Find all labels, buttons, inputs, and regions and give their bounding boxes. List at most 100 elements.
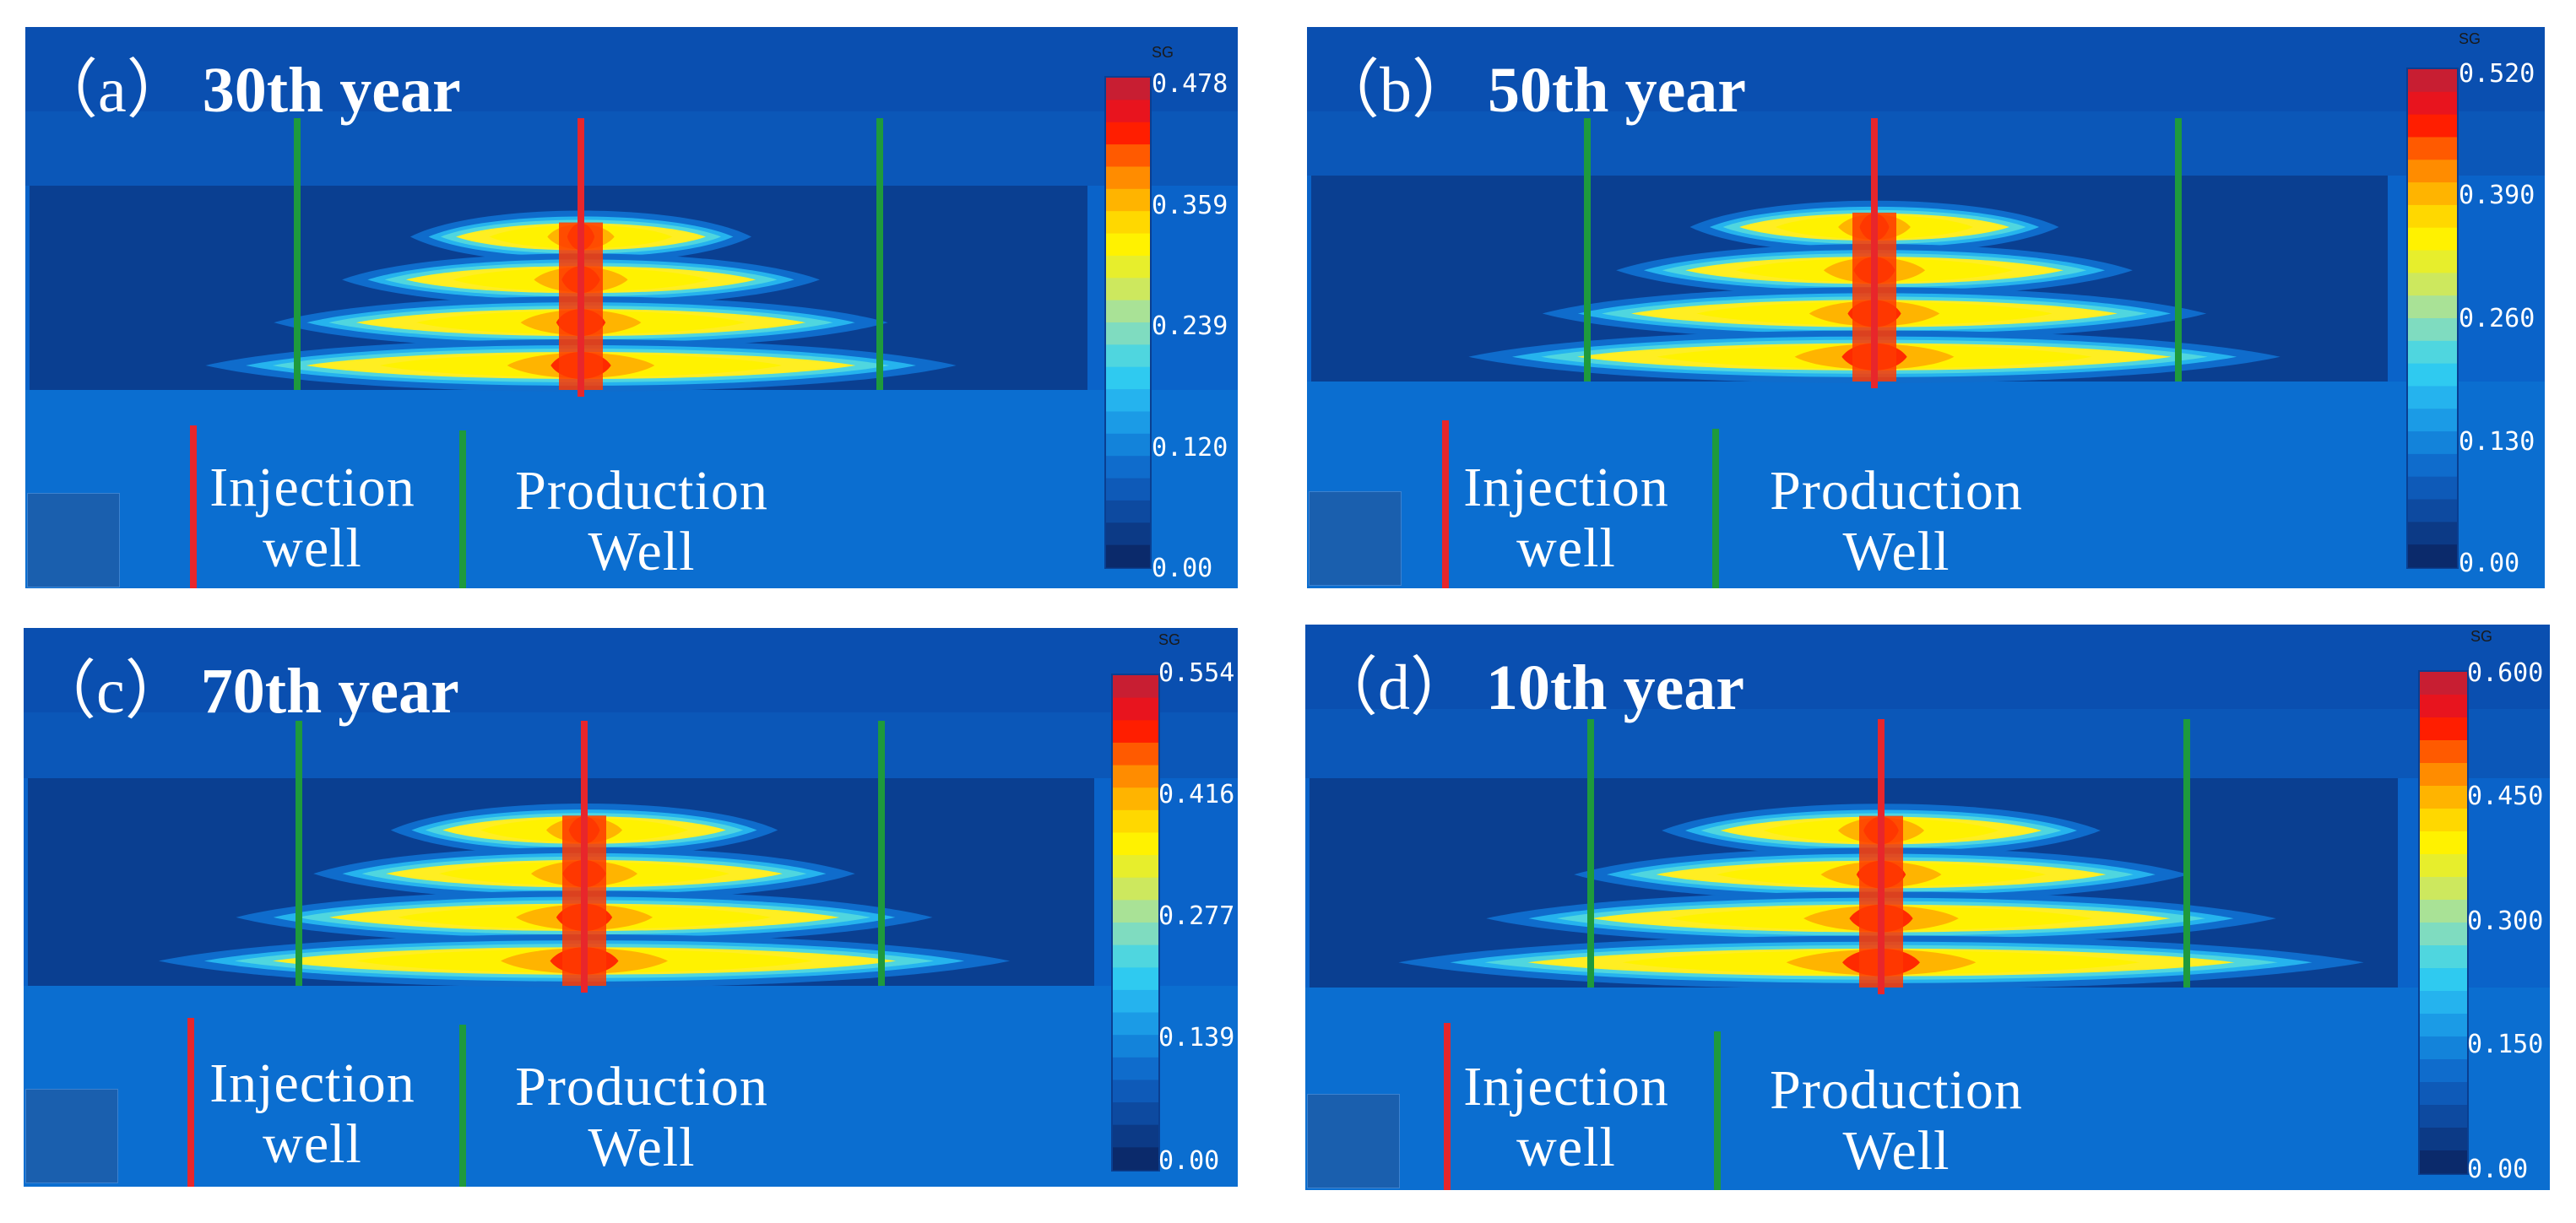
panel-b-letter: （b）	[1315, 55, 1476, 126]
colorbar-step	[2408, 544, 2457, 568]
tick-b-4: 0.00	[2459, 549, 2520, 578]
colorbar-step	[2408, 453, 2457, 478]
colorbar-step	[1113, 787, 1158, 811]
colorbar-step	[2408, 318, 2457, 342]
injection-well-legend-label: Injection well	[1461, 1057, 1672, 1178]
injection-legend-line2: well	[263, 1113, 362, 1175]
colorbar-step	[1113, 923, 1158, 946]
colorbar-step	[2408, 499, 2457, 522]
colorbar-step	[1113, 1012, 1158, 1036]
production-well-legend-label: Production Well	[490, 1057, 794, 1178]
colorbar-step	[1113, 1080, 1158, 1103]
top-layer	[1305, 625, 2550, 709]
lower-layer	[24, 986, 1238, 1187]
panel-d: （d） 10th year Injection well Production W…	[1305, 625, 2550, 1190]
colorbar-step	[2420, 1014, 2467, 1037]
colorbar-step	[2420, 923, 2467, 946]
colorbar-step	[1106, 300, 1150, 323]
axis-triad-icon	[25, 1089, 118, 1183]
colorbar-step	[1113, 765, 1158, 788]
colorbar-step	[1113, 720, 1158, 744]
colorbar-step	[1113, 1035, 1158, 1058]
panel-d-letter: （d）	[1314, 652, 1474, 723]
colorbar-step	[2408, 476, 2457, 501]
injection-legend-line1: Injection	[209, 457, 415, 518]
colorbar-step	[1113, 1147, 1158, 1171]
colorbar-step	[2420, 945, 2467, 969]
sg-field-d	[1305, 625, 2550, 1190]
colorbar-step	[2420, 717, 2467, 741]
injection-legend-line2: well	[1516, 1117, 1616, 1178]
injection-well	[1871, 118, 1878, 388]
colorbar-step	[1106, 166, 1150, 190]
colorbar-step	[2408, 386, 2457, 409]
colorbar-step	[1113, 900, 1158, 923]
colorbar-step	[1113, 809, 1158, 834]
lower-layer	[1307, 382, 2545, 588]
colorbar-step	[1106, 433, 1150, 457]
colorbar-step	[2420, 809, 2467, 832]
colorbar-step	[1106, 322, 1150, 345]
colorbar-step	[1106, 188, 1150, 212]
production-legend-bar	[1712, 429, 1719, 588]
tick-a-2: 0.239	[1152, 311, 1228, 341]
production-well-left	[296, 721, 302, 986]
colorbar-step	[1106, 456, 1150, 479]
production-legend-line2: Well	[1842, 1120, 1950, 1182]
injection-well	[581, 721, 588, 993]
colorbar-title-a: SG	[1152, 44, 1174, 61]
colorbar-step	[2420, 1082, 2467, 1106]
colorbar-step	[2408, 160, 2457, 183]
colorbar-step	[2408, 114, 2457, 138]
panel-c-year: 70th year	[200, 656, 459, 727]
panel-d-title: （d） 10th year	[1314, 635, 1744, 728]
colorbar-step	[2420, 763, 2467, 787]
colorbar-step	[1106, 366, 1150, 390]
colorbar-step	[1113, 989, 1158, 1014]
production-well-legend-label: Production Well	[1744, 461, 2048, 582]
production-legend-line2: Well	[588, 521, 696, 582]
injection-legend-line1: Injection	[1463, 1056, 1669, 1117]
colorbar-step	[2408, 431, 2457, 455]
colorbar-step	[2408, 409, 2457, 432]
tick-d-2: 0.300	[2467, 906, 2544, 936]
injection-legend-line2: well	[1516, 517, 1616, 579]
injection-well-legend-label: Injection well	[207, 457, 418, 579]
panel-d-year: 10th year	[1486, 652, 1745, 723]
panel-a-title: （a） 30th year	[34, 37, 461, 130]
tick-a-3: 0.120	[1152, 433, 1228, 463]
colorbar-title-c: SG	[1158, 631, 1181, 648]
production-well-right	[876, 118, 883, 390]
axis-triad-icon	[1309, 491, 1402, 586]
tick-b-3: 0.130	[2459, 427, 2535, 457]
production-legend-line2: Well	[1842, 521, 1950, 582]
top-layer	[25, 27, 1238, 111]
panel-b-title: （b） 50th year	[1315, 37, 1746, 130]
panel-c-letter: （c）	[32, 656, 189, 727]
colorbar-step	[2420, 831, 2467, 855]
tick-b-1: 0.390	[2459, 181, 2535, 210]
injection-legend-line2: well	[263, 517, 362, 579]
production-well-legend-label: Production Well	[1744, 1060, 2048, 1182]
injection-legend-bar	[1442, 420, 1449, 588]
production-well-left	[1584, 118, 1591, 382]
colorbar-step	[1106, 522, 1150, 546]
colorbar-step	[1106, 500, 1150, 523]
production-legend-line1: Production	[1770, 460, 2023, 522]
tick-c-4: 0.00	[1158, 1146, 1220, 1176]
lower-layer	[1305, 988, 2550, 1190]
production-legend-line2: Well	[588, 1117, 696, 1178]
panel-c: （c） 70th year Injection well Production W…	[24, 628, 1238, 1187]
production-legend-line1: Production	[515, 1056, 768, 1117]
tick-d-4: 0.00	[2467, 1155, 2529, 1184]
sg-field-a	[25, 27, 1238, 588]
production-well-left	[294, 118, 301, 390]
injection-legend-line1: Injection	[1463, 457, 1669, 518]
colorbar-step	[2420, 968, 2467, 992]
tick-d-0: 0.600	[2467, 658, 2544, 688]
colorbar-title-d: SG	[2470, 628, 2493, 645]
colorbar-step	[2408, 204, 2457, 229]
colorbar-step	[2408, 295, 2457, 319]
colorbar-step	[1106, 344, 1150, 368]
colorbar-step	[2408, 91, 2457, 116]
